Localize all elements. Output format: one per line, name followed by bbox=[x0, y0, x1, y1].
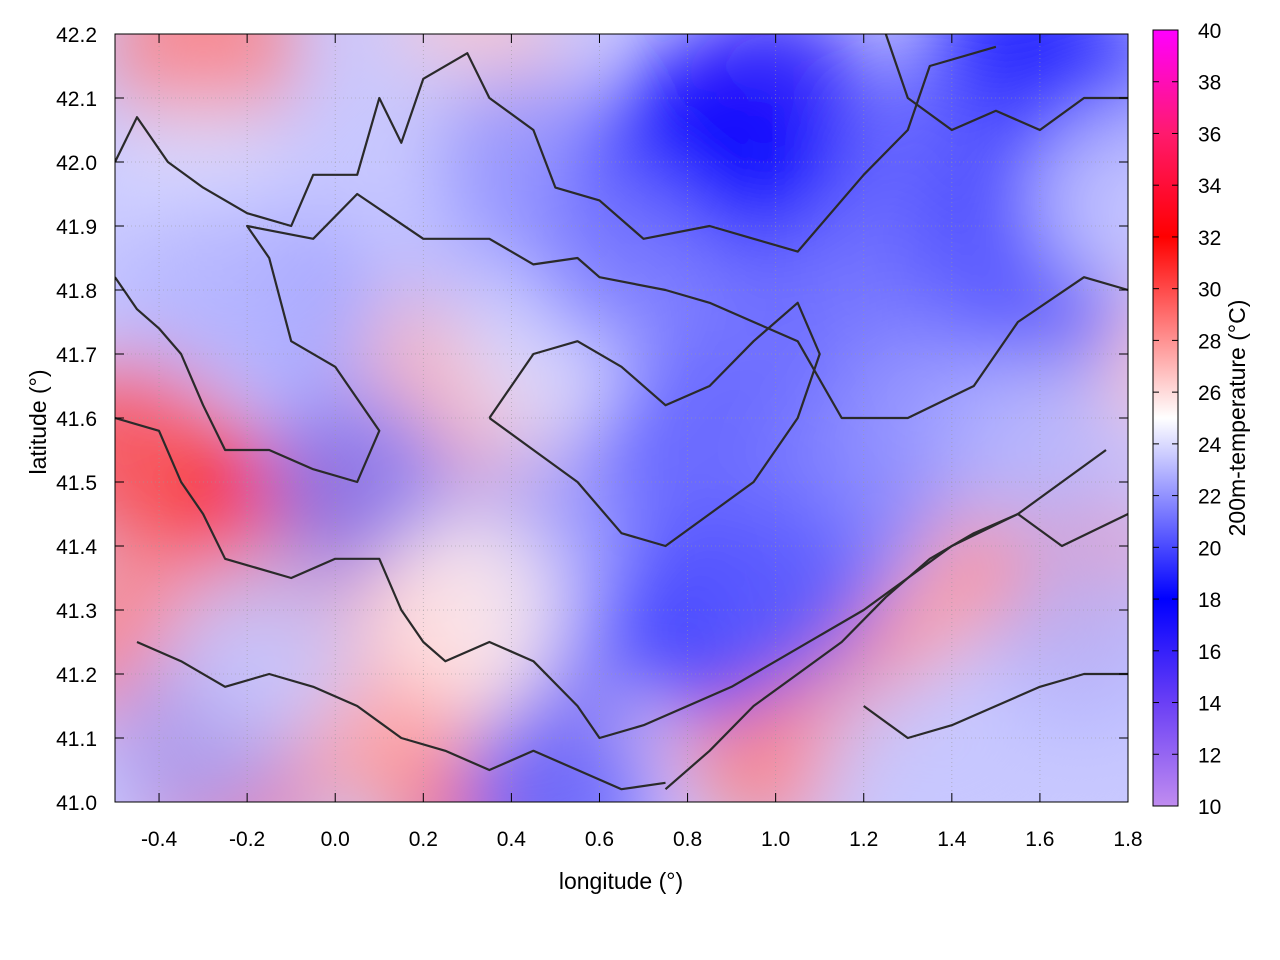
y-tick-label: 42.2 bbox=[56, 24, 97, 47]
colorbar-ticks: 10 12 14 16 18 20 22 24 26 28 30 32 34 36 38 40 bbox=[1153, 20, 1222, 819]
contour-line bbox=[115, 192, 1128, 484]
y-tick-label: 41.4 bbox=[56, 536, 97, 559]
temperature-cell bbox=[526, 163, 717, 353]
x-tick-label: 0.8 bbox=[673, 828, 702, 851]
y-tick-label: 42.1 bbox=[56, 88, 97, 111]
y-tick-label: 41.3 bbox=[56, 600, 97, 623]
colorbar-title: 200m-temperature (°C) bbox=[1224, 300, 1250, 537]
y-tick-label: 41.0 bbox=[56, 792, 97, 815]
y-tick-label: 41.6 bbox=[56, 408, 97, 431]
x-tick-label: 0.2 bbox=[409, 828, 438, 851]
grid-lines bbox=[115, 34, 1128, 802]
x-axis: -0.4 -0.2 0.0 0.2 0.4 0.6 0.8 1.0 1.2 1.4 1.6 1.8 bbox=[141, 34, 1143, 851]
colorbar-tick-label: 34 bbox=[1198, 175, 1222, 198]
contour-lines bbox=[115, 34, 1128, 791]
x-tick-label: -0.2 bbox=[229, 828, 265, 851]
contour-line bbox=[488, 301, 821, 548]
colorbar-scale bbox=[1152, 29, 1179, 807]
colorbar-tick-label: 38 bbox=[1198, 72, 1221, 95]
colorbar-tick-label: 40 bbox=[1198, 20, 1221, 43]
y-tick-label: 41.2 bbox=[56, 664, 97, 687]
colorbar-tick-label: 22 bbox=[1198, 486, 1221, 509]
temperature-cell bbox=[115, 195, 299, 385]
x-axis-title: longitude (°) bbox=[559, 868, 683, 894]
temperature-cell bbox=[460, 694, 651, 802]
x-tick-label: 1.0 bbox=[761, 828, 790, 851]
temperature-cell bbox=[988, 547, 1128, 737]
y-tick-label: 41.9 bbox=[56, 216, 97, 239]
x-tick-label: 1.4 bbox=[937, 828, 967, 851]
y-tick-label: 42.0 bbox=[56, 152, 97, 175]
colorbar-tick-label: 24 bbox=[1198, 434, 1222, 457]
contour-line bbox=[863, 672, 1128, 740]
contour-line bbox=[136, 640, 666, 791]
temperature-cell bbox=[812, 675, 1003, 802]
colorbar-tick-label: 10 bbox=[1198, 796, 1221, 819]
contour-line bbox=[115, 45, 997, 253]
temperature-cell bbox=[944, 355, 1128, 545]
colorbar-tick-label: 18 bbox=[1198, 589, 1221, 612]
colorbar-tick-label: 28 bbox=[1198, 330, 1221, 353]
contour-line bbox=[884, 34, 1128, 132]
x-tick-label: 0.4 bbox=[497, 828, 527, 851]
colorbar-tick-label: 16 bbox=[1198, 641, 1221, 664]
y-tick-label: 41.8 bbox=[56, 280, 97, 303]
x-tick-label: 1.8 bbox=[1113, 828, 1142, 851]
y-axis-title: latitude (°) bbox=[25, 369, 51, 474]
colorbar-tick-label: 32 bbox=[1198, 227, 1221, 250]
temperature-cell bbox=[174, 547, 365, 737]
y-tick-label: 41.7 bbox=[56, 344, 97, 367]
contour-line bbox=[664, 449, 1107, 791]
colorbar: 10 12 14 16 18 20 22 24 26 28 30 32 34 36 38 40 bbox=[1152, 20, 1222, 819]
colorbar-tick-label: 20 bbox=[1198, 537, 1221, 560]
y-axis: 41.0 41.1 41.2 41.3 41.4 41.5 41.6 41.7 41.8 41.9… bbox=[56, 24, 1128, 815]
y-tick-label: 41.5 bbox=[56, 472, 97, 495]
temperature-cell bbox=[1033, 99, 1128, 289]
plot-area: -0.4 -0.2 0.0 0.2 0.4 0.6 0.8 1.0 1.2 1.4 1.6 1.8 4… bbox=[56, 24, 1143, 851]
colorbar-tick-label: 12 bbox=[1198, 744, 1221, 767]
x-tick-label: 1.6 bbox=[1025, 828, 1054, 851]
x-tick-label: 1.2 bbox=[849, 828, 878, 851]
x-tick-label: 0.0 bbox=[321, 828, 350, 851]
temperature-field bbox=[115, 34, 1128, 802]
y-tick-label: 41.1 bbox=[56, 728, 97, 751]
x-tick-label: -0.4 bbox=[141, 828, 178, 851]
colorbar-tick-label: 36 bbox=[1198, 123, 1221, 146]
colorbar-tick-label: 14 bbox=[1198, 693, 1222, 716]
colorbar-tick-label: 30 bbox=[1198, 279, 1221, 302]
colorbar-tick-label: 26 bbox=[1198, 382, 1221, 405]
x-tick-label: 0.6 bbox=[585, 828, 614, 851]
